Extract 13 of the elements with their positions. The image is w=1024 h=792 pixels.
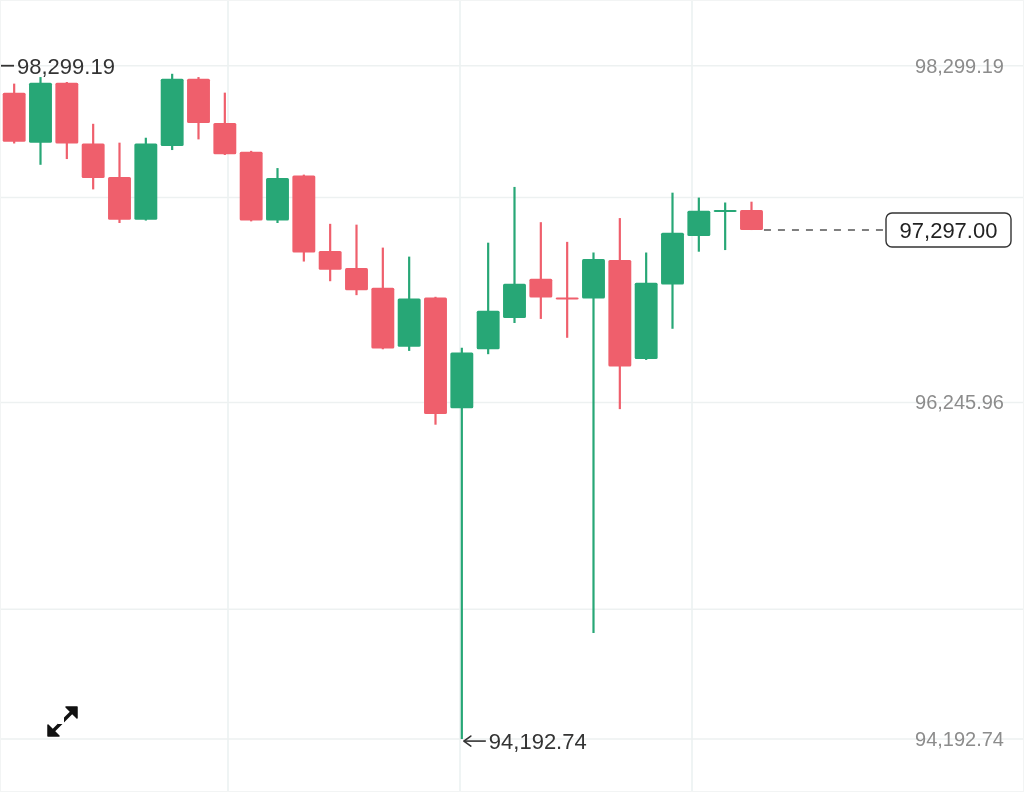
candlestick bbox=[582, 251, 605, 635]
candlestick bbox=[318, 222, 342, 283]
candlestick bbox=[740, 200, 763, 232]
y-tick-label: 96,245.96 bbox=[915, 391, 1004, 414]
candlestick bbox=[713, 201, 737, 252]
candlestick bbox=[555, 240, 579, 339]
y-tick-label: 98,299.19 bbox=[915, 54, 1004, 77]
annotation: 98,299.19 bbox=[17, 53, 115, 79]
ref-line-label: 97,297.00 bbox=[899, 217, 998, 243]
candlestick bbox=[345, 223, 368, 297]
y-tick-label: 94,192.74 bbox=[915, 728, 1004, 751]
candlestick bbox=[529, 221, 553, 321]
annotation: 94,192.74 bbox=[488, 728, 587, 754]
